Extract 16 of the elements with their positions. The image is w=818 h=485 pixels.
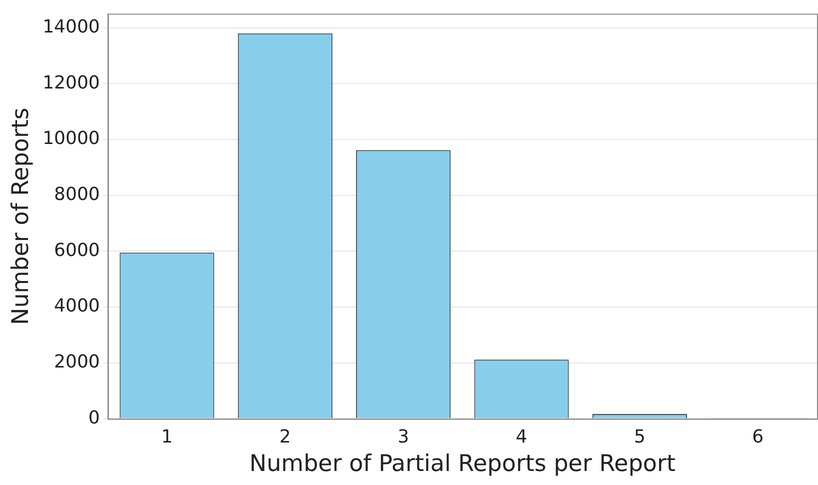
x-tick-label: 4 (516, 426, 528, 448)
y-tick-label: 4000 (54, 296, 100, 317)
x-tick-label: 5 (634, 426, 646, 448)
y-tick-label: 10000 (42, 128, 100, 150)
y-tick-label: 8000 (54, 184, 100, 206)
x-tick-label: 6 (752, 426, 764, 448)
y-tick-label: 0 (88, 407, 100, 428)
y-tick-label: 12000 (42, 72, 100, 94)
y-tick-label: 6000 (54, 240, 100, 261)
x-tick-label: 2 (279, 426, 291, 448)
y-tick-label: 14000 (42, 16, 100, 38)
x-axis-title: Number of Partial Reports per Report (249, 451, 676, 478)
y-axis-title: Number of Reports (8, 108, 34, 326)
y-tick-label: 2000 (54, 352, 100, 373)
x-tick-label: 3 (398, 426, 410, 448)
x-tick-label: 1 (161, 426, 173, 448)
